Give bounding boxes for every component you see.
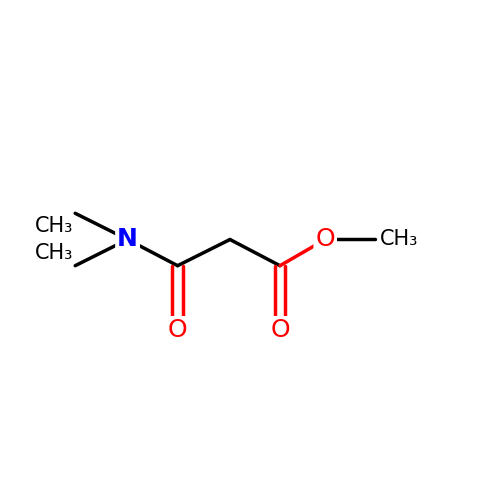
- Text: O: O: [315, 228, 335, 251]
- Text: O: O: [168, 318, 187, 342]
- Text: CH₃: CH₃: [34, 243, 73, 263]
- Text: N: N: [117, 228, 138, 251]
- Text: CH₃: CH₃: [380, 229, 418, 250]
- Text: O: O: [270, 318, 290, 342]
- Text: CH₃: CH₃: [34, 216, 73, 236]
